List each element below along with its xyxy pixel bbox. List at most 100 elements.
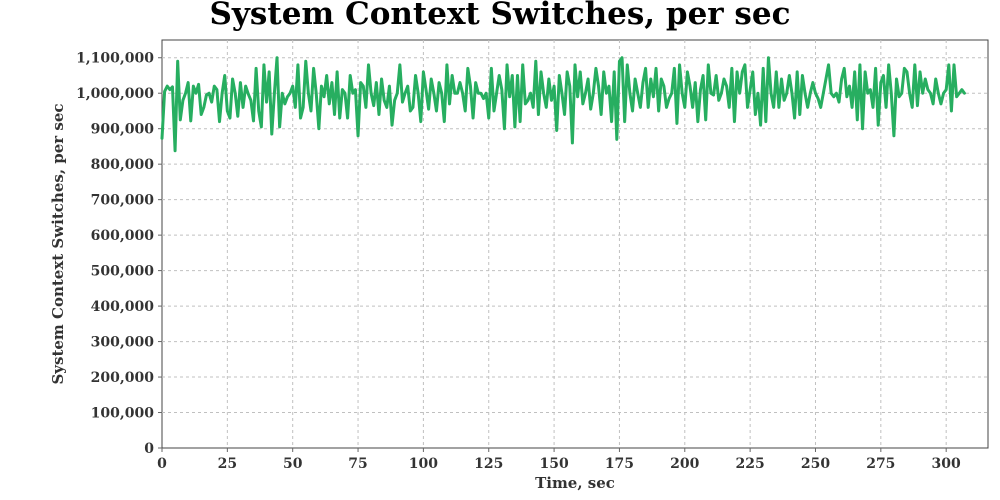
data-point [796, 71, 798, 73]
data-point [341, 88, 344, 91]
data-point [843, 67, 846, 70]
data-point [472, 117, 474, 119]
data-point [263, 64, 265, 66]
data-point [616, 138, 618, 141]
data-point [331, 81, 333, 84]
data-point [783, 99, 785, 102]
data-point [255, 67, 257, 70]
data-point [490, 67, 493, 70]
chart-title: System Context Switches, per sec [210, 0, 791, 32]
data-point [809, 92, 812, 95]
data-point [812, 81, 814, 84]
data-point [409, 110, 412, 112]
data-point [524, 103, 527, 105]
data-point [352, 92, 354, 95]
y-tick-label: 800,000 [91, 157, 155, 173]
data-point [425, 88, 427, 91]
data-point [372, 104, 375, 107]
data-point [919, 71, 921, 73]
data-point [414, 74, 417, 77]
data-point [171, 86, 174, 88]
data-point [663, 85, 665, 87]
data-point [657, 110, 660, 112]
data-point [937, 92, 940, 95]
data-point [182, 99, 184, 102]
data-point [793, 117, 796, 119]
y-tick-label: 200,000 [91, 370, 155, 386]
y-tick-label: 0 [144, 441, 154, 457]
data-point [542, 92, 545, 95]
data-point [161, 137, 163, 140]
data-point [819, 106, 822, 109]
data-point [869, 88, 872, 91]
data-point [386, 106, 388, 109]
data-point [702, 74, 704, 77]
data-point [265, 101, 268, 103]
data-point [903, 67, 906, 70]
data-point [270, 133, 273, 135]
data-point [163, 90, 166, 93]
data-point [192, 85, 195, 87]
data-point [900, 92, 903, 95]
data-point [717, 99, 720, 102]
data-point [566, 71, 568, 73]
data-point [898, 95, 900, 98]
y-tick-label: 400,000 [91, 299, 155, 315]
data-point [579, 71, 582, 73]
data-point [650, 78, 652, 80]
y-tick-label: 1,100,000 [76, 51, 154, 67]
y-tick-label: 500,000 [91, 264, 155, 280]
data-point [357, 134, 359, 137]
data-point [516, 74, 519, 77]
data-point [720, 92, 723, 95]
data-point [568, 85, 571, 87]
data-point [487, 117, 490, 119]
data-point [396, 92, 399, 95]
data-point [958, 92, 961, 95]
data-point [697, 120, 699, 123]
data-point [417, 92, 419, 95]
data-point [856, 119, 859, 121]
data-point [221, 92, 223, 95]
data-point [893, 134, 895, 137]
data-point [699, 88, 702, 91]
data-point [670, 92, 673, 95]
data-point [197, 83, 200, 86]
data-point [707, 64, 710, 66]
data-point [459, 81, 461, 84]
data-point [213, 85, 216, 87]
data-point [830, 92, 832, 95]
data-point [195, 92, 197, 95]
data-point [435, 110, 438, 112]
data-point [294, 106, 297, 109]
data-point [597, 85, 600, 87]
data-point [527, 99, 529, 102]
data-point [940, 103, 942, 105]
data-point [927, 88, 929, 91]
data-point [660, 78, 663, 80]
data-point [636, 92, 639, 95]
data-point [728, 106, 731, 109]
data-point [576, 95, 579, 98]
data-point [733, 120, 736, 123]
data-point [529, 92, 532, 95]
data-point [244, 85, 247, 87]
data-point [461, 92, 464, 95]
data-point [231, 78, 234, 80]
data-point [780, 78, 783, 80]
data-point [877, 124, 880, 126]
data-point [315, 92, 318, 95]
data-point [838, 101, 840, 103]
data-point [602, 71, 605, 73]
data-point [665, 106, 668, 109]
data-point [744, 64, 746, 66]
data-point [281, 92, 284, 95]
data-point [404, 92, 406, 95]
x-axis-label: Time, sec [535, 474, 615, 492]
data-point [825, 78, 827, 80]
x-tick-label: 150 [539, 456, 568, 472]
data-point [278, 126, 281, 128]
data-point [689, 85, 691, 87]
data-point [731, 67, 733, 70]
